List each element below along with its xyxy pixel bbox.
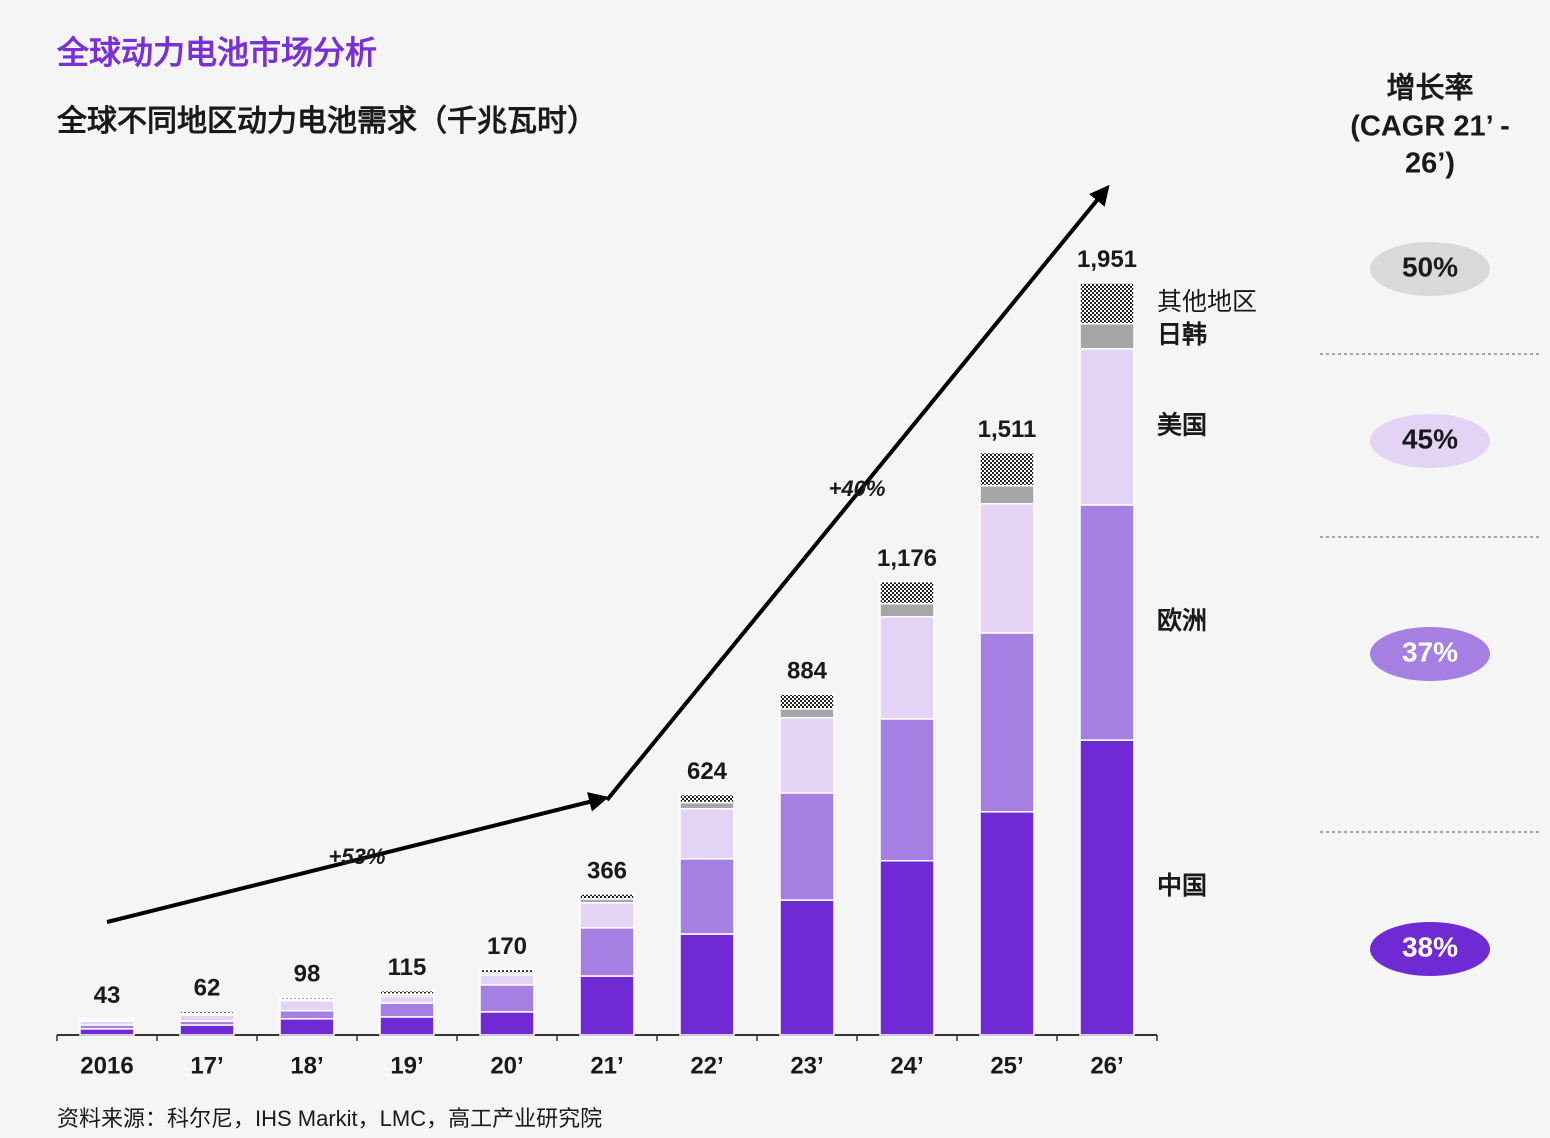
cagr-badge	[1370, 922, 1490, 976]
bar-segment	[379, 1016, 435, 1036]
x-tick-label: 17’	[190, 1052, 223, 1079]
cagr-badge	[1370, 414, 1490, 468]
bar-segment	[879, 718, 935, 862]
legend-label: 其他地区	[1157, 288, 1257, 316]
source: 资料来源：科尔尼，IHS Markit，LMC，高工产业研究院	[57, 1106, 602, 1131]
cagr-badge	[1370, 242, 1490, 296]
bar-segment	[779, 792, 835, 901]
legend-label: 中国	[1157, 872, 1207, 900]
total-label: 115	[388, 954, 427, 981]
total-label: 1,176	[877, 545, 937, 572]
bar-segment	[679, 858, 735, 935]
bar-segment	[179, 1024, 235, 1036]
cagr-label: 45%	[1402, 423, 1458, 454]
cagr-title: 26’)	[1405, 148, 1455, 180]
cagr-title: 增长率	[1386, 71, 1473, 105]
bar-segment	[179, 1010, 235, 1015]
bar-segment	[579, 893, 635, 900]
x-tick-label: 21’	[590, 1052, 623, 1079]
x-tick-label: 26’	[1090, 1052, 1123, 1079]
chart-title: 全球动力电池市场分析	[56, 34, 377, 70]
bar-segment	[279, 996, 335, 1000]
bar-segment	[379, 995, 435, 1004]
x-tick-label: 23’	[790, 1052, 823, 1079]
bar-segment	[479, 968, 535, 974]
cagr-label: 50%	[1402, 251, 1458, 282]
bar-segment	[179, 1014, 235, 1022]
bar-segment	[979, 811, 1035, 1036]
bar-segment	[79, 1028, 135, 1036]
x-tick-label: 25’	[990, 1052, 1023, 1079]
bar-segment	[679, 793, 735, 804]
bar-segment	[979, 632, 1035, 813]
bar-segment	[779, 716, 835, 794]
cagr-label: 38%	[1402, 931, 1458, 962]
total-label: 1,511	[978, 416, 1037, 443]
total-label: 1,951	[1077, 246, 1137, 273]
cagr-badge	[1370, 627, 1490, 681]
bar-segment	[579, 927, 635, 977]
bar-segment	[779, 693, 835, 710]
bar-segment	[879, 602, 935, 618]
annotation: +53%	[329, 844, 386, 869]
bar-segment	[679, 801, 735, 810]
bar-segment	[779, 708, 835, 719]
bar-segment	[279, 1009, 335, 1020]
chart-subtitle: 全球不同地区动力电池需求（千兆瓦时）	[56, 104, 597, 138]
total-label: 884	[787, 658, 828, 685]
bar-segment	[279, 1018, 335, 1036]
bar-segment	[679, 807, 735, 860]
bar-segment	[579, 975, 635, 1036]
bar-segment	[1079, 504, 1135, 741]
total-label: 366	[587, 857, 627, 884]
bar-segment	[1079, 282, 1135, 325]
bar-segment	[479, 1011, 535, 1036]
bar-segment	[979, 503, 1035, 634]
total-label: 624	[687, 758, 728, 785]
bar-segment	[1079, 323, 1135, 350]
bar-segment	[479, 974, 535, 986]
bar-segment	[79, 1017, 135, 1021]
x-tick-label: 20’	[490, 1052, 523, 1079]
bar-segment	[379, 1002, 435, 1018]
legend-label: 日韩	[1157, 321, 1207, 349]
x-tick-label: 18’	[290, 1052, 323, 1079]
x-tick-label: 19’	[390, 1052, 423, 1079]
bar-segment	[679, 933, 735, 1036]
trend-arrow	[106, 792, 609, 924]
bar-segment	[979, 484, 1035, 505]
total-label: 43	[94, 982, 121, 1009]
annotation: +40%	[829, 476, 886, 501]
legend-label: 美国	[1157, 410, 1207, 439]
bar-segment	[579, 902, 635, 929]
x-tick-label: 2016	[80, 1052, 133, 1079]
bar-segment	[879, 615, 935, 720]
bar-segment	[479, 984, 535, 1013]
x-tick-label: 22’	[690, 1052, 723, 1079]
bar-segment	[279, 999, 335, 1012]
trend-arrow	[605, 184, 1110, 802]
total-label: 98	[294, 961, 321, 988]
bar-segment	[879, 580, 935, 605]
bar-segment	[979, 451, 1035, 487]
x-tick-label: 24’	[890, 1052, 923, 1079]
bar-segment	[779, 899, 835, 1036]
bar-segment	[379, 989, 435, 995]
legend-label: 欧洲	[1157, 606, 1207, 635]
cagr-title: (CAGR 21’ -	[1350, 111, 1510, 143]
bar-segment	[1079, 348, 1135, 506]
cagr-label: 37%	[1402, 636, 1458, 667]
bar-segment	[1079, 739, 1135, 1036]
total-label: 170	[487, 933, 527, 960]
total-label: 62	[194, 974, 221, 1001]
bar-segment	[879, 860, 935, 1036]
